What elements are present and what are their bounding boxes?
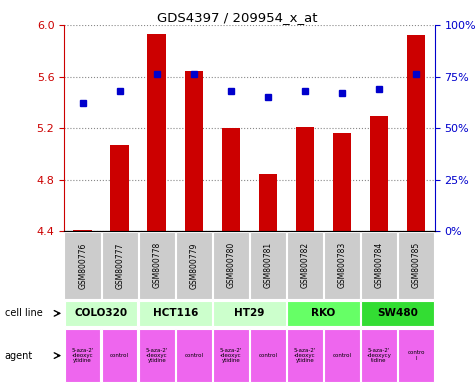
Text: control: control — [332, 353, 352, 358]
Bar — [65, 329, 100, 382]
Bar — [147, 34, 166, 231]
Text: GDS4397 / 209954_x_at: GDS4397 / 209954_x_at — [157, 11, 318, 24]
Text: contro
l: contro l — [408, 350, 425, 361]
Bar — [102, 329, 137, 382]
Bar — [222, 128, 240, 231]
Bar — [184, 71, 203, 231]
Bar — [139, 232, 175, 299]
Bar — [287, 232, 323, 299]
Text: 5-aza-2'
-deoxycy
tidine: 5-aza-2' -deoxycy tidine — [367, 348, 391, 364]
Bar — [176, 232, 212, 299]
Text: GSM800783: GSM800783 — [338, 242, 346, 288]
Bar — [250, 329, 285, 382]
Text: GSM800784: GSM800784 — [375, 242, 383, 288]
Bar — [287, 329, 323, 382]
Text: 5-aza-2'
-deoxyc
ytidine: 5-aza-2' -deoxyc ytidine — [219, 348, 242, 364]
Text: control: control — [110, 353, 129, 358]
Text: GSM800776: GSM800776 — [78, 242, 87, 288]
Bar — [139, 329, 174, 382]
Text: HT29: HT29 — [234, 308, 265, 318]
Text: cell line: cell line — [5, 308, 42, 318]
Bar — [213, 301, 285, 326]
Bar — [324, 232, 360, 299]
Bar — [361, 301, 434, 326]
Text: agent: agent — [5, 351, 33, 361]
Bar — [287, 301, 360, 326]
Text: control: control — [258, 353, 277, 358]
Bar — [407, 35, 426, 231]
Bar — [139, 301, 211, 326]
Text: GSM800779: GSM800779 — [190, 242, 198, 288]
Bar — [370, 116, 389, 231]
Text: 5-aza-2'
-deoxyc
ytidine: 5-aza-2' -deoxyc ytidine — [145, 348, 168, 364]
Text: GSM800785: GSM800785 — [412, 242, 420, 288]
Bar — [65, 301, 137, 326]
Text: GSM800778: GSM800778 — [152, 242, 161, 288]
Text: GSM800780: GSM800780 — [227, 242, 235, 288]
Bar — [102, 232, 138, 299]
Bar — [399, 329, 434, 382]
Bar — [176, 329, 211, 382]
Bar — [213, 329, 248, 382]
Text: GSM800777: GSM800777 — [115, 242, 124, 288]
Bar — [398, 232, 434, 299]
Bar — [324, 329, 360, 382]
Bar — [259, 174, 277, 231]
Text: COLO320: COLO320 — [75, 308, 128, 318]
Text: GSM800781: GSM800781 — [264, 242, 272, 288]
Text: control: control — [184, 353, 203, 358]
Bar — [110, 145, 129, 231]
Bar — [361, 329, 397, 382]
Bar — [73, 230, 92, 231]
Text: HCT116: HCT116 — [152, 308, 198, 318]
Text: GSM800782: GSM800782 — [301, 242, 309, 288]
Text: RKO: RKO — [311, 308, 336, 318]
Bar — [250, 232, 286, 299]
Bar — [65, 232, 101, 299]
Bar — [333, 133, 352, 231]
Text: 5-aza-2'
-deoxyc
ytidine: 5-aza-2' -deoxyc ytidine — [294, 348, 316, 364]
Bar — [213, 232, 249, 299]
Text: 5-aza-2'
-deoxyc
ytidine: 5-aza-2' -deoxyc ytidine — [71, 348, 94, 364]
Text: SW480: SW480 — [377, 308, 418, 318]
Bar — [295, 127, 314, 231]
Bar — [361, 232, 397, 299]
